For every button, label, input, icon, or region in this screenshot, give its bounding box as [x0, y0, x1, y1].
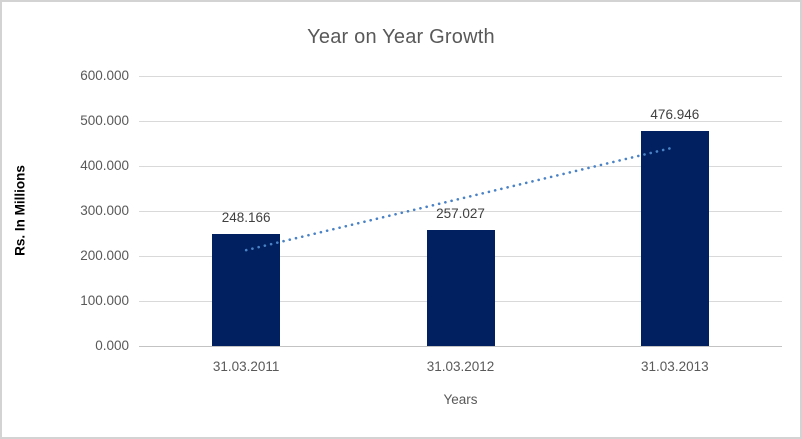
y-tick-label: 200.000 — [80, 248, 129, 263]
y-tick-label: 400.000 — [80, 158, 129, 173]
bar-31.03.2013[interactable] — [640, 131, 709, 346]
y-tick-label: 0.000 — [95, 338, 129, 353]
data-label: 257.027 — [436, 206, 485, 222]
y-tick-label: 300.000 — [80, 203, 129, 218]
x-tick-label: 31.03.2011 — [212, 359, 280, 374]
data-label: 248.166 — [221, 210, 271, 226]
data-label: 476.946 — [650, 107, 700, 123]
bar-31.03.2012[interactable] — [426, 230, 495, 346]
y-tick-label: 100.000 — [80, 293, 129, 308]
bar-31.03.2011[interactable] — [212, 234, 281, 346]
chart-title: Year on Year Growth — [307, 26, 495, 48]
y-tick-label: 500.000 — [80, 113, 129, 128]
x-tick-label: 31.03.2013 — [641, 359, 709, 374]
x-axis-title: Years — [443, 392, 478, 407]
x-tick-label: 31.03.2012 — [426, 359, 495, 374]
y-tick-label: 600.000 — [80, 68, 129, 83]
gridline — [139, 75, 782, 77]
